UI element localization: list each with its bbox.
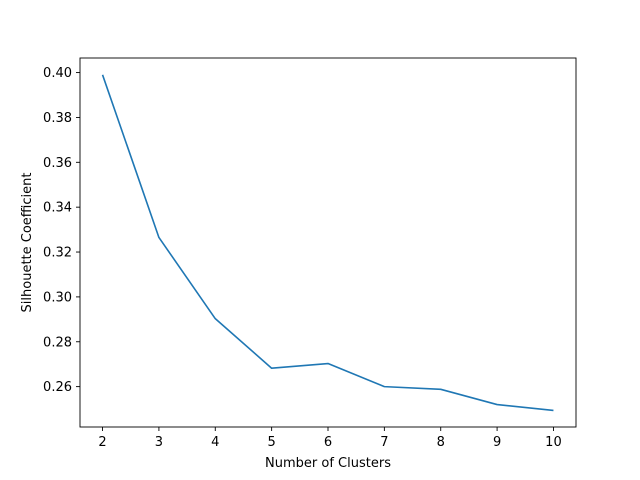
x-tick-label: 9: [493, 435, 501, 450]
axes-frame: [79, 57, 577, 428]
plot-area: [79, 57, 577, 428]
x-tick-label: 5: [267, 435, 275, 450]
y-tick-label: 0.40: [43, 66, 72, 81]
x-tick-label: 8: [437, 435, 445, 450]
x-axis-ticks: 2 3 4 5 6 7 8 9 10: [98, 427, 562, 450]
y-axis-ticks: 0.26 0.28 0.30 0.32 0.34 0.36 0.38 0.40: [43, 66, 80, 395]
series-line-0: [101, 74, 554, 412]
x-tick-label: 4: [211, 435, 219, 450]
x-tick-label: 6: [324, 435, 332, 450]
y-tick-label: 0.26: [43, 380, 72, 395]
y-tick-label: 0.28: [43, 335, 72, 350]
x-axis-label: Number of Clusters: [265, 456, 391, 471]
x-tick-label: 3: [155, 435, 163, 450]
y-tick-label: 0.30: [43, 290, 72, 305]
x-tick-label: 10: [545, 435, 562, 450]
y-tick-label: 0.34: [43, 201, 72, 216]
x-tick-label: 7: [380, 435, 388, 450]
y-tick-label: 0.36: [43, 156, 72, 171]
y-tick-label: 0.38: [43, 111, 72, 126]
x-tick-label: 2: [98, 435, 106, 450]
y-tick-label: 0.32: [43, 246, 72, 261]
y-axis-label: Silhouette Coefficient: [20, 173, 35, 313]
